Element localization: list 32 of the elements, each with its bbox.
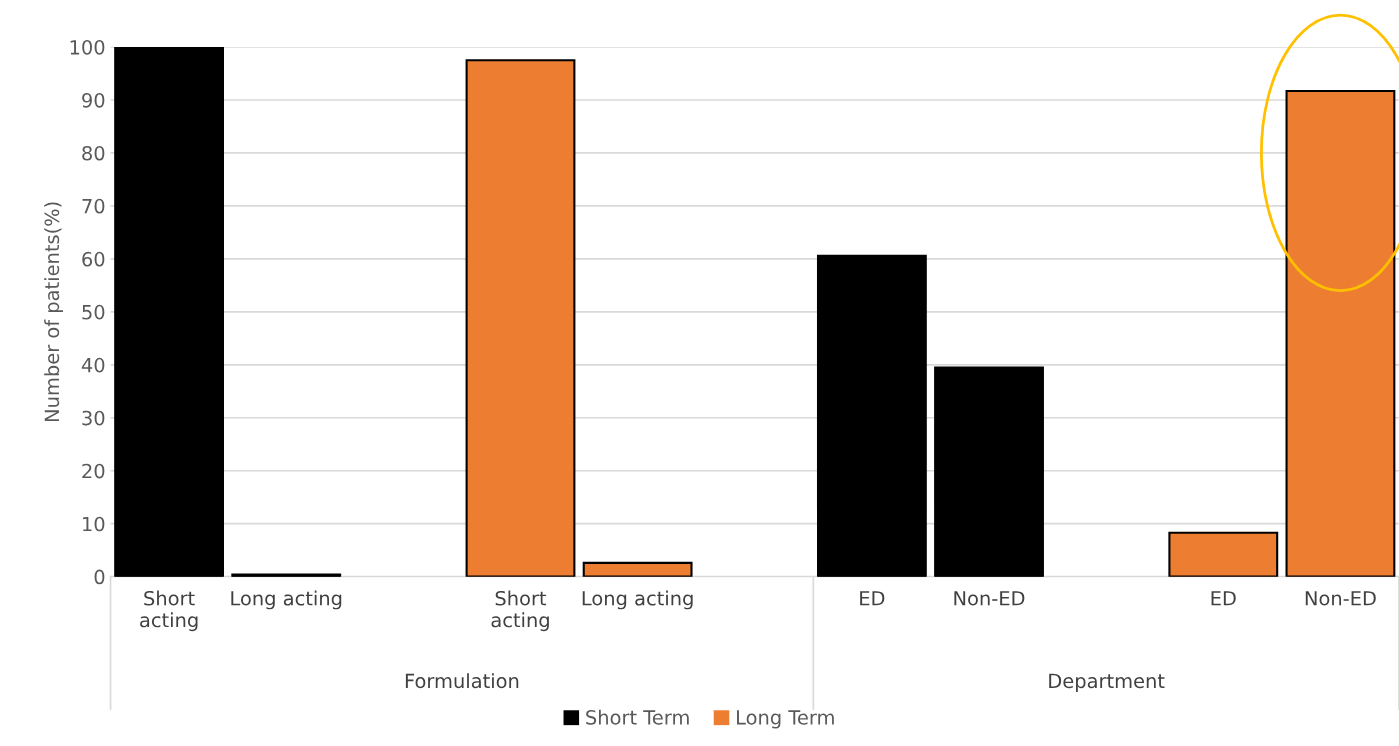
bar <box>1285 89 1396 577</box>
x-tick-label: Non-ED <box>1305 591 1376 606</box>
y-tick-label: 60 <box>82 251 105 267</box>
text: Department <box>1049 673 1165 692</box>
y-tick-label: 0 <box>94 569 105 585</box>
y-tick-label: 30 <box>82 410 105 426</box>
bar <box>582 561 693 577</box>
x-tick-label: ED <box>860 591 885 606</box>
x-tick-label: Long acting <box>231 590 342 610</box>
y-tick-label: 20 <box>82 463 105 479</box>
bar <box>816 254 927 577</box>
x-tick-label: Short acting <box>491 590 549 632</box>
y-tick-label: 10 <box>83 516 105 532</box>
y-tick-label: 80 <box>82 145 105 161</box>
y-tick-label: 100 <box>70 39 105 55</box>
bar <box>465 59 576 577</box>
y-tick-label: 50 <box>82 304 105 320</box>
x-tick-label: Non-ED <box>954 591 1025 606</box>
text: Formulation <box>405 673 519 689</box>
bar <box>1168 531 1279 577</box>
y-tick-label: 70 <box>82 198 105 214</box>
x-tick-label: Long acting <box>582 590 693 610</box>
x-tick-label: Short acting <box>140 590 198 632</box>
x-tick-label: ED <box>1211 591 1236 606</box>
y-axis-title: Number of patients(%) <box>44 202 63 422</box>
y-tick-label: 90 <box>82 92 105 108</box>
legend-label: Long Term <box>737 710 834 729</box>
y-tick-label: 40 <box>81 357 105 373</box>
bar <box>231 573 342 577</box>
bar <box>934 366 1044 577</box>
bar <box>114 47 225 577</box>
legend-label: Short Term <box>586 709 689 725</box>
